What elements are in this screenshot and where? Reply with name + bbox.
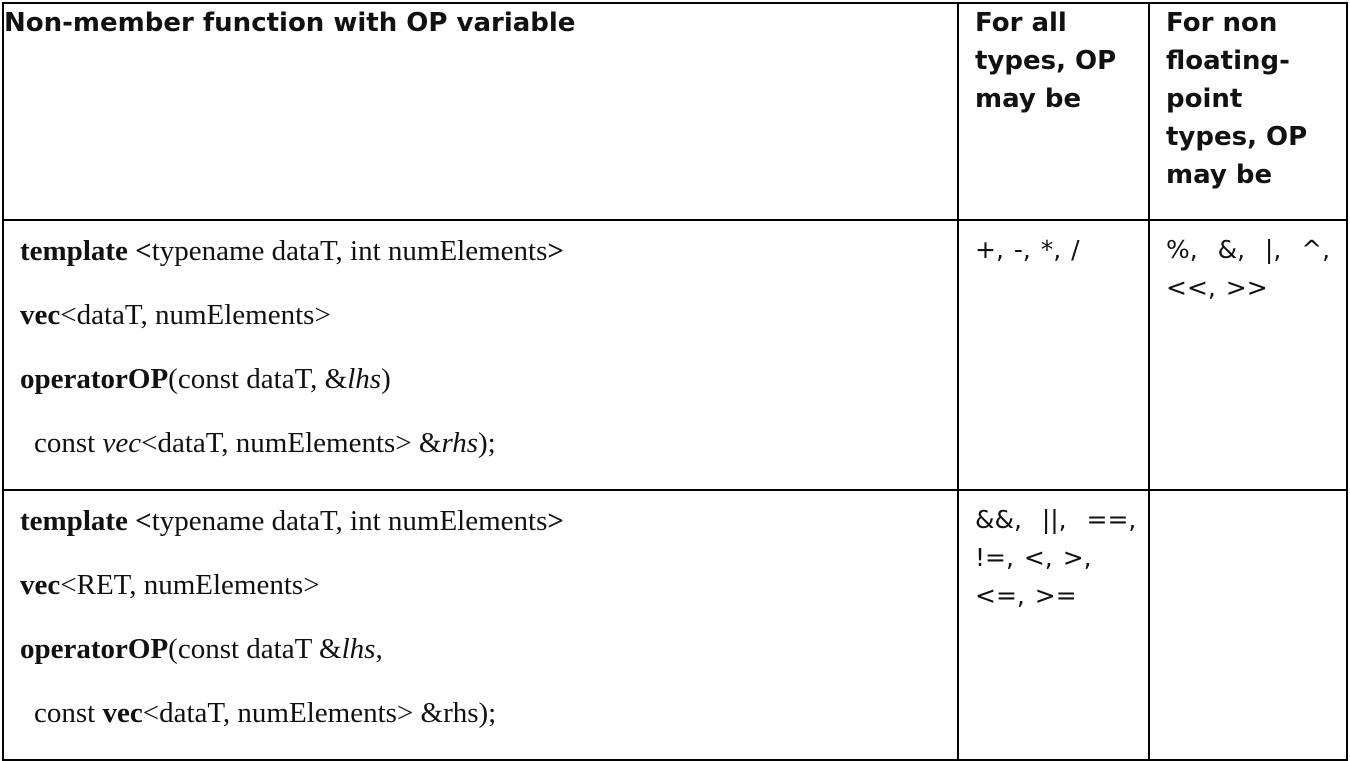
code-line: template <typename dataT, int numElement… — [20, 235, 564, 267]
header-function: Non-member function with OP variable — [2, 2, 959, 221]
code-keyword: template — [20, 505, 128, 537]
code-keyword: template — [20, 235, 128, 267]
code-keyword: vec — [20, 569, 61, 601]
function-signature-cell: template <typename dataT, int numElement… — [2, 219, 959, 491]
ops-all-types: &&, ||, ==, !=, <, >, <=, >= — [975, 505, 1157, 610]
header-all-types: For all types, OP may be — [957, 2, 1150, 221]
ops-all-types-cell: +, -, *, / — [957, 219, 1150, 491]
ops-all-types: +, -, *, / — [975, 235, 1080, 264]
ops-all-types-cell: &&, ||, ==, !=, <, >, <=, >= — [957, 489, 1157, 761]
code-line: vec<dataT, numElements> — [20, 299, 331, 331]
ops-non-floating: %, &, |, ^, <<, >> — [1166, 235, 1350, 302]
function-signature-cell: template <typename dataT, int numElement… — [2, 489, 959, 761]
header-non-floating: For non floating-point types, OP may be — [1148, 2, 1348, 221]
code-keyword: operatorOP — [20, 633, 169, 665]
code-keyword: operatorOP — [20, 363, 169, 395]
table-row: template <typename dataT, int numElement… — [2, 489, 1348, 761]
code-line: operatorOP(const dataT, &lhs) — [20, 363, 391, 395]
ops-non-floating — [1150, 491, 1346, 501]
code-line: operatorOP(const dataT &lhs, — [20, 633, 383, 665]
code-line: const vec<dataT, numElements> &rhs); — [34, 697, 497, 729]
code-keyword: vec — [102, 697, 143, 729]
code-line: const vec<dataT, numElements> &rhs); — [34, 427, 496, 459]
code-keyword: vec — [20, 299, 61, 331]
code-line: template <typename dataT, int numElement… — [20, 505, 564, 537]
ops-non-floating-cell: %, &, |, ^, <<, >> — [1148, 219, 1350, 491]
code-line: vec<RET, numElements> — [20, 569, 320, 601]
table-row: template <typename dataT, int numElement… — [2, 219, 1350, 491]
ops-non-floating-cell — [1148, 489, 1348, 761]
header-row: Non-member function with OP variable For… — [2, 2, 1348, 221]
